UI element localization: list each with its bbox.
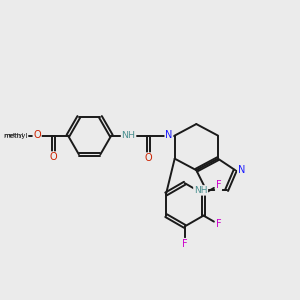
Text: methyl: methyl xyxy=(4,133,24,138)
Text: methyl: methyl xyxy=(3,133,28,139)
Text: O: O xyxy=(50,152,57,162)
Text: O: O xyxy=(33,130,41,140)
Text: NH: NH xyxy=(122,131,136,140)
Text: N: N xyxy=(238,165,245,175)
Text: F: F xyxy=(182,239,188,249)
Text: N: N xyxy=(165,130,172,140)
Text: F: F xyxy=(216,219,221,229)
Text: F: F xyxy=(216,180,221,190)
Text: NH: NH xyxy=(194,186,207,195)
Text: O: O xyxy=(145,153,152,163)
